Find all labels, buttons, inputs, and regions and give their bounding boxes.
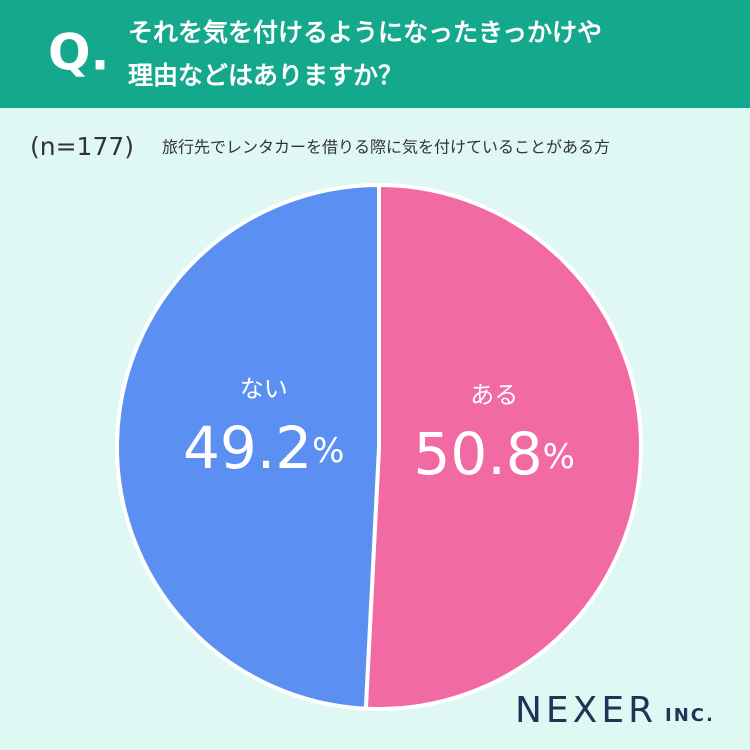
subtitle: 旅行先でレンタカーを借りる際に気を付けていることがある方 [162, 138, 610, 157]
slice-category-label: ない [240, 375, 288, 403]
brand-suffix: INC. [665, 705, 715, 726]
pie-slice [115, 183, 381, 711]
title-line: それを気を付けるようになったきっかけや [128, 18, 602, 47]
sample-size: (n=177) [30, 132, 134, 161]
slice-value-label: 49.2% [183, 414, 344, 482]
title-line: 理由などはありますか？ [128, 61, 403, 90]
header-band [0, 0, 750, 108]
pie: ある 50.8% ない 49.2% [115, 183, 643, 711]
pie-slice [363, 183, 643, 711]
slice-category-label: ある [470, 381, 518, 409]
brand-name: NEXER [515, 690, 657, 731]
slice-value-label: 50.8% [414, 420, 575, 488]
question-prefix: Q. [48, 24, 110, 82]
